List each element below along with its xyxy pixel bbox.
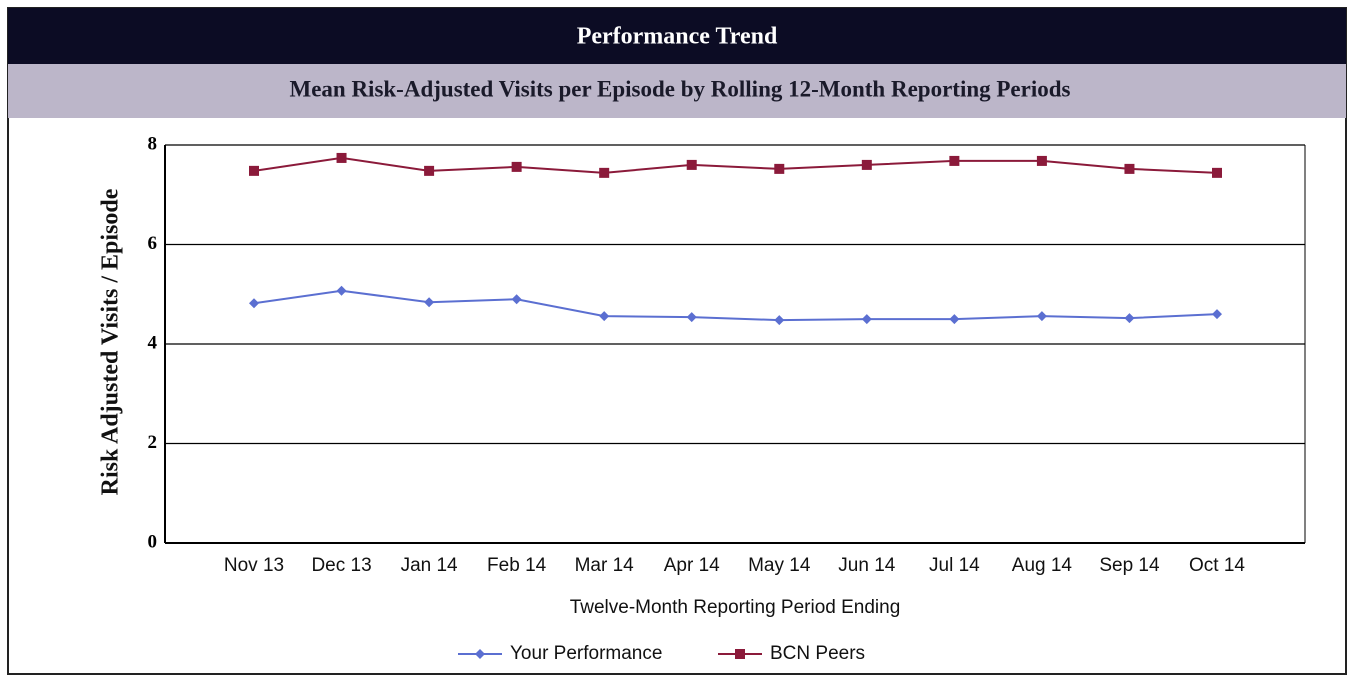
y-axis-label: Risk Adjusted Visits / Episode (98, 188, 124, 495)
y-tick-label: 8 (148, 133, 158, 154)
chart-title: Mean Risk-Adjusted Visits per Episode by… (289, 76, 1070, 101)
x-tick-label: Jan 14 (401, 555, 458, 576)
data-point (1212, 309, 1222, 320)
data-point (424, 297, 435, 308)
data-point (424, 165, 435, 176)
data-point (1036, 311, 1047, 322)
data-point (336, 285, 347, 296)
header-bar (8, 8, 1346, 64)
x-tick-label: Feb 14 (487, 555, 547, 576)
series-line (253, 156, 1218, 174)
x-tick-label: Jul 14 (929, 555, 980, 576)
data-point (861, 314, 872, 325)
header-title: Performance Trend (577, 24, 778, 50)
x-axis-label: Twelve-Month Reporting Period Ending (570, 597, 901, 618)
subtitle-bar (8, 64, 1346, 118)
data-point (1212, 167, 1222, 178)
data-point (511, 294, 522, 305)
x-tick-label: Apr 14 (664, 555, 720, 576)
x-tick-label: Nov 13 (224, 555, 284, 576)
data-point (249, 165, 259, 176)
x-tick-label: Oct 14 (1189, 555, 1245, 576)
x-tick-label: Mar 14 (575, 555, 635, 576)
y-tick-label: 0 (148, 531, 158, 552)
data-point (861, 159, 872, 170)
x-tick-label: Sep 14 (1099, 555, 1160, 576)
data-point (511, 161, 522, 172)
data-point (599, 311, 610, 322)
data-point (774, 315, 785, 326)
data-point (1124, 163, 1135, 174)
data-point (774, 163, 785, 174)
x-tick-label: Aug 14 (1012, 555, 1073, 576)
y-tick-label: 6 (148, 233, 158, 254)
series-line (253, 289, 1218, 322)
x-tick-label: Dec 13 (311, 555, 371, 576)
legend-label: BCN Peers (770, 643, 865, 664)
data-point (1124, 313, 1135, 324)
data-point (686, 159, 697, 170)
legend-marker (735, 649, 745, 659)
data-point (249, 298, 259, 309)
data-point (336, 152, 347, 163)
data-point (1036, 155, 1047, 166)
data-point (949, 314, 960, 325)
data-point (686, 312, 697, 323)
panel-frame (7, 7, 1347, 675)
y-tick-label: 2 (148, 432, 158, 453)
y-tick-label: 4 (148, 332, 158, 353)
legend-marker (475, 649, 485, 659)
legend-label: Your Performance (510, 643, 662, 664)
data-point (949, 155, 960, 166)
x-tick-label: May 14 (748, 555, 811, 576)
data-point (599, 167, 610, 178)
x-tick-label: Jun 14 (838, 555, 895, 576)
